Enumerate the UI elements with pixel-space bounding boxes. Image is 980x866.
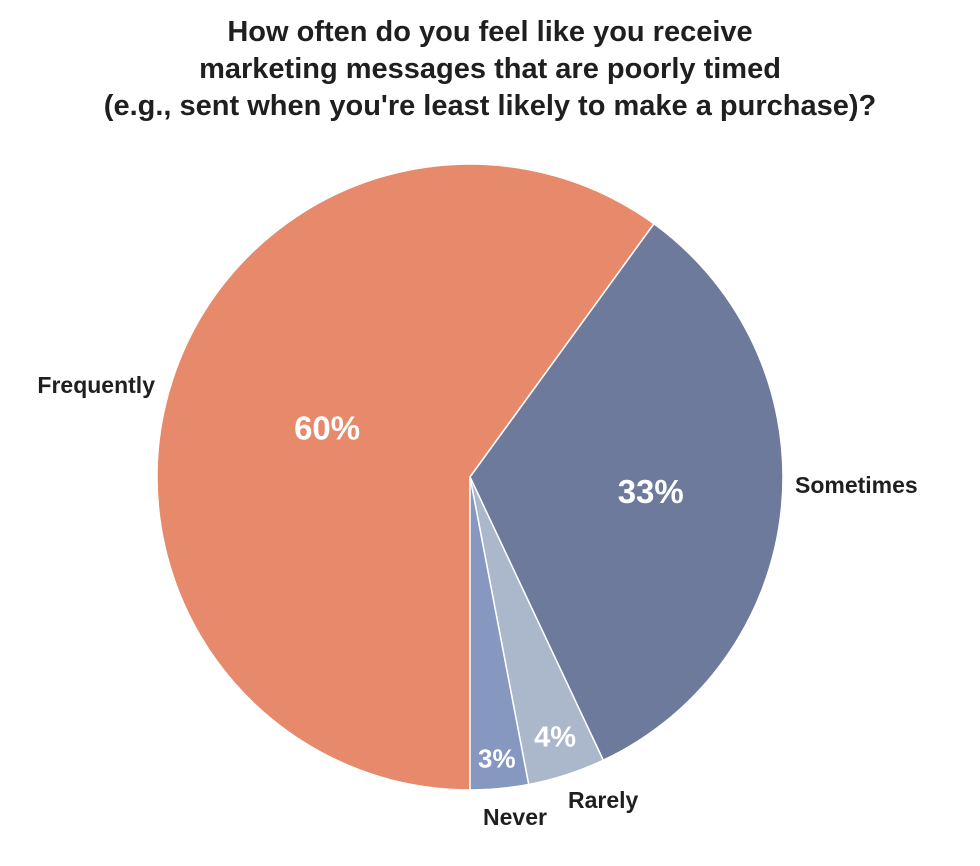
category-labels: Frequently Sometimes Rarely Never xyxy=(37,372,917,830)
category-label-never: Never xyxy=(483,804,547,830)
chart-title-line-2: marketing messages that are poorly timed xyxy=(199,53,781,85)
pie-slices xyxy=(156,163,784,791)
chart-title-line-1: How often do you feel like you receive xyxy=(227,16,753,48)
pie-slice-frequently xyxy=(156,163,656,791)
category-label-frequently: Frequently xyxy=(37,372,155,398)
percent-label-sometimes: 33% xyxy=(618,473,684,510)
percent-label-rarely: 4% xyxy=(534,722,576,754)
percent-label-frequently: 60% xyxy=(294,409,360,446)
percent-labels: 60% 33% 4% 3% xyxy=(294,409,684,773)
pie-slice-never xyxy=(469,476,530,791)
percent-label-never: 3% xyxy=(478,743,516,773)
category-label-rarely: Rarely xyxy=(568,787,639,813)
chart-title-line-3: (e.g., sent when you're least likely to … xyxy=(103,90,877,122)
category-label-sometimes: Sometimes xyxy=(795,472,918,498)
chart-title: How often do you feel like you receive m… xyxy=(0,14,980,125)
pie-slice-sometimes xyxy=(469,222,784,762)
